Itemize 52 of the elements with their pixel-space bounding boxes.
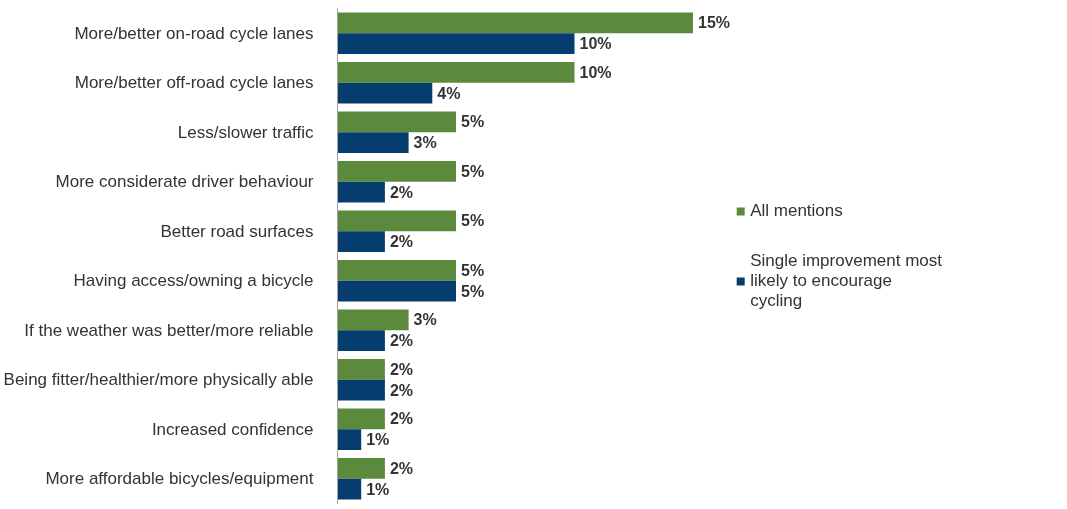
y-tick-label: If the weather was better/more reliable <box>24 320 314 340</box>
data-label: 2% <box>389 332 414 350</box>
y-tick-label: Less/slower traffic <box>177 122 314 142</box>
data-label: 5% <box>461 261 485 279</box>
data-label: 4% <box>437 84 461 102</box>
data-label: 2% <box>389 381 414 399</box>
bar <box>337 330 385 352</box>
legend-label: All mentions <box>750 200 843 221</box>
bar <box>337 111 456 133</box>
bar <box>337 408 385 430</box>
data-label: 5% <box>461 162 485 180</box>
bar <box>337 33 575 55</box>
bar <box>337 259 456 281</box>
data-label: 2% <box>389 410 414 428</box>
data-label: 2% <box>389 233 414 251</box>
data-label: 1% <box>366 480 390 498</box>
bar <box>337 429 362 451</box>
bar <box>337 309 409 331</box>
bar <box>337 160 456 182</box>
y-tick-label: Having access/owning a bicycle <box>73 271 314 291</box>
legend-label: Single improvement most likely to encourage cycling <box>750 250 942 311</box>
data-label: 5% <box>461 113 485 131</box>
y-tick-label: More considerate driver behaviour <box>55 172 314 192</box>
y-tick-label: More/better off-road cycle lanes <box>74 73 314 93</box>
data-label: 2% <box>389 459 414 477</box>
bar <box>337 61 575 83</box>
bar <box>337 379 385 401</box>
y-tick-label: More/better on-road cycle lanes <box>74 23 314 43</box>
bar <box>337 181 385 203</box>
y-tick-label: More affordable bicycles/equipment <box>45 469 314 489</box>
data-label: 5% <box>461 212 485 230</box>
bar <box>337 82 433 104</box>
bar <box>337 132 409 154</box>
data-label: 1% <box>366 431 390 449</box>
data-label: 2% <box>389 360 414 378</box>
y-tick-label: Increased confidence <box>151 419 314 439</box>
data-label: 10% <box>579 35 612 53</box>
data-label: 3% <box>413 134 437 152</box>
data-label: 2% <box>389 183 414 201</box>
data-label: 3% <box>413 311 437 329</box>
bar <box>337 231 385 253</box>
bar <box>337 478 362 500</box>
data-label: 5% <box>461 282 485 300</box>
y-tick-label: Better road surfaces <box>160 221 314 241</box>
data-label: 10% <box>579 63 612 81</box>
bar <box>337 210 456 232</box>
bar <box>337 280 456 302</box>
bar <box>337 12 693 34</box>
y-tick-label: Being fitter/healthier/more physically able <box>3 370 314 390</box>
bar <box>337 358 385 380</box>
data-label: 15% <box>697 14 731 32</box>
bar <box>337 457 385 479</box>
